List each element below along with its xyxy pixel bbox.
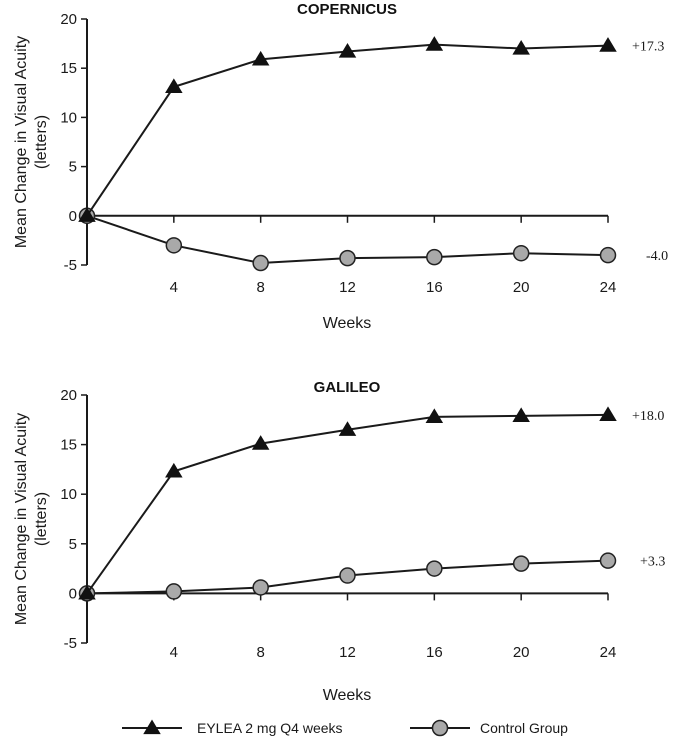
eylea-data-point	[165, 462, 183, 478]
eylea-end-label: +18.0	[632, 409, 664, 424]
y-axis-title-line: Mean Change in Visual Acuity	[13, 413, 30, 625]
control-data-point	[165, 583, 183, 600]
control-data-point	[512, 555, 530, 572]
eylea-data-point	[599, 406, 617, 421]
eylea-data-point	[512, 407, 530, 422]
legend-eylea-marker	[143, 719, 161, 735]
x-tick-label: 4	[170, 279, 178, 296]
x-tick-label: 20	[513, 279, 530, 296]
eylea-end-label: +17.3	[632, 40, 664, 55]
x-tick-label: 12	[339, 279, 356, 296]
y-axis-title-line: (letters)	[33, 492, 50, 546]
y-axis-title: Mean Change in Visual Acuity (letters)	[13, 413, 50, 625]
x-tick-label: 4	[170, 644, 178, 661]
eylea-data-point	[78, 584, 96, 600]
x-axis-title: Weeks	[323, 315, 372, 332]
y-tick-label: 0	[69, 585, 77, 602]
control-data-point	[426, 560, 443, 577]
control-data-point	[339, 249, 356, 267]
y-tick-label: 0	[69, 208, 77, 225]
x-axis-title: Weeks	[323, 687, 372, 704]
eylea-data-point	[338, 43, 357, 58]
x-tick-label: 12	[339, 644, 356, 661]
x-tick-label: 8	[256, 279, 264, 296]
y-axis-title-line: (letters)	[33, 115, 50, 169]
chart-title: GALILEO	[314, 379, 381, 396]
control-end-label: +3.3	[640, 555, 665, 570]
eylea-data-point	[338, 421, 357, 436]
control-end-label: -4.0	[646, 249, 668, 264]
control-data-point	[599, 246, 617, 264]
y-tick-label: 10	[60, 109, 77, 126]
x-tick-label: 16	[426, 279, 443, 296]
y-tick-label: -5	[64, 635, 77, 652]
eylea-data-point	[599, 37, 617, 52]
chart-galileo: GALILEO -5 0 5 10 15 20 4 8 12 16 20 24 Weeks Mean Cha…	[13, 379, 665, 704]
y-tick-label: 15	[60, 437, 77, 454]
y-axis-title: Mean Change in Visual Acuity (letters)	[13, 36, 50, 248]
x-tick-label: 20	[513, 644, 530, 661]
legend-control-label: Control Group	[480, 720, 568, 736]
x-tick-label: 24	[600, 279, 617, 296]
x-tick-label: 16	[426, 644, 443, 661]
y-tick-label: 20	[60, 11, 77, 28]
control-data-point	[252, 254, 269, 272]
y-tick-label: 5	[69, 159, 77, 176]
legend-control-marker	[431, 719, 449, 737]
eylea-series-line	[86, 413, 609, 594]
eylea-data-point	[251, 435, 270, 450]
eylea-data-point	[78, 207, 96, 222]
chart-copernicus: COPERNICUS -5 0 5 10 15 20 4 8 12 16 20 24 Weeks Mean …	[13, 1, 668, 332]
y-tick-label: 10	[60, 486, 77, 503]
control-data-point	[252, 579, 269, 596]
control-data-point	[426, 248, 443, 266]
legend-eylea-label: EYLEA 2 mg Q4 weeks	[197, 720, 343, 736]
x-tick-label: 24	[600, 644, 617, 661]
y-tick-label: 5	[69, 536, 77, 553]
control-data-point	[512, 244, 530, 262]
eylea-data-point	[425, 408, 444, 423]
y-tick-label: 20	[60, 387, 77, 404]
eylea-data-point	[425, 36, 444, 51]
eylea-data-point	[251, 50, 270, 66]
eylea-series-line	[86, 43, 609, 217]
eylea-data-point	[512, 40, 530, 55]
control-data-point	[599, 552, 617, 569]
y-tick-label: -5	[64, 257, 77, 274]
control-data-point	[165, 237, 183, 254]
control-data-point	[339, 567, 356, 584]
y-axis-title-line: Mean Change in Visual Acuity	[13, 36, 30, 248]
chart-title: COPERNICUS	[297, 1, 397, 18]
y-tick-label: 15	[60, 60, 77, 77]
x-tick-label: 8	[256, 644, 264, 661]
legend: EYLEA 2 mg Q4 weeks Control Group	[122, 719, 568, 737]
eylea-data-point	[165, 78, 183, 94]
